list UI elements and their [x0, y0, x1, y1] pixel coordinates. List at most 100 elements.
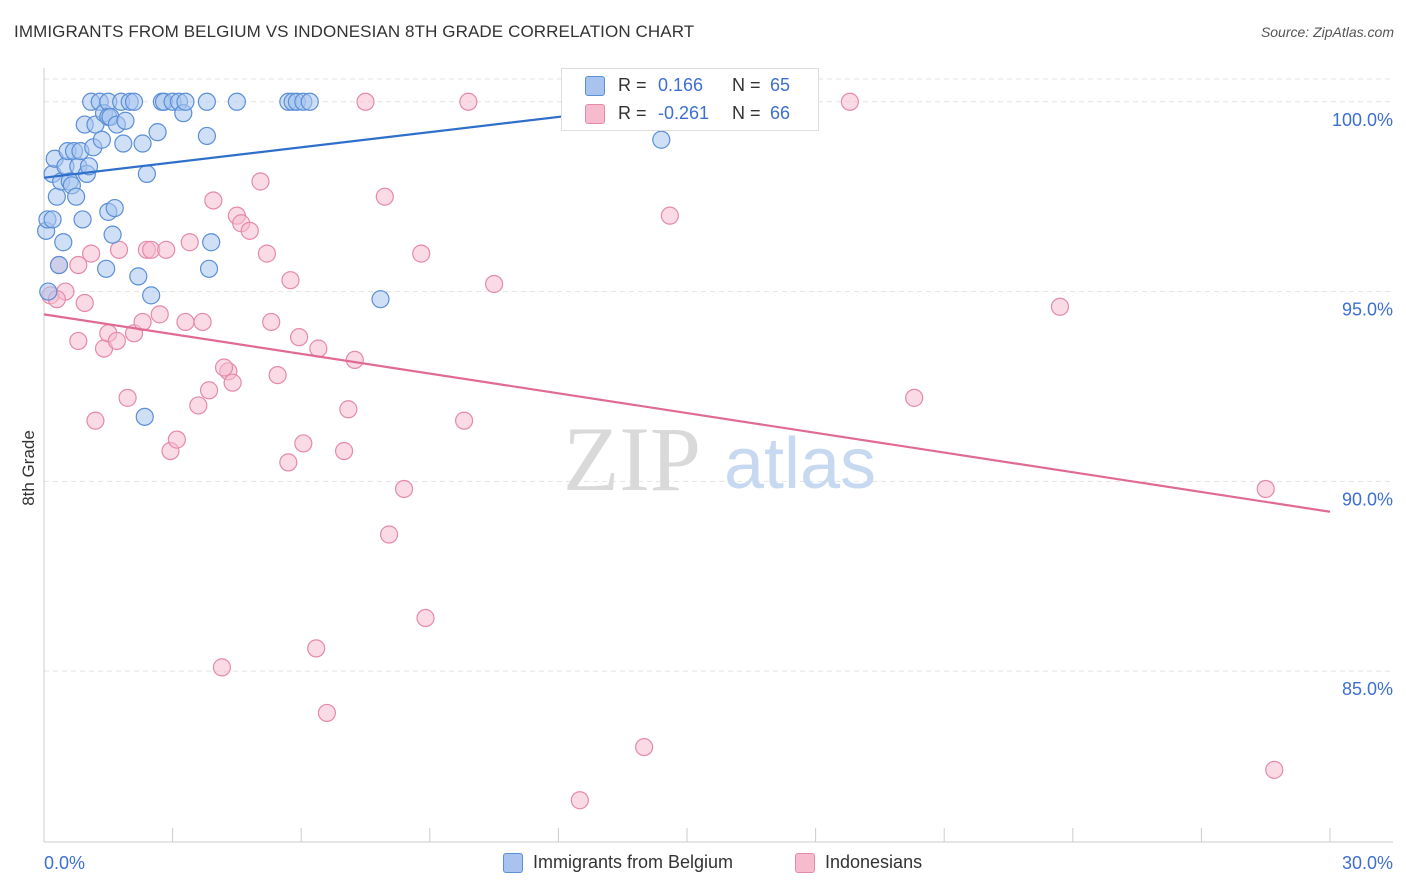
- data-point: [137, 164, 156, 184]
- data-point: [300, 92, 319, 111]
- data-point: [227, 92, 246, 111]
- data-point: [307, 639, 326, 658]
- legend-swatch-pink: [585, 104, 605, 124]
- data-point: [334, 441, 354, 461]
- data-point: [412, 244, 431, 263]
- chart-title: IMMIGRANTS FROM BELGIUM VS INDONESIAN 8T…: [14, 22, 695, 41]
- r-value: 0.166: [658, 75, 704, 95]
- data-point: [193, 312, 212, 332]
- data-point: [289, 328, 309, 347]
- data-point: [118, 388, 137, 407]
- watermark: ZIP atlas: [563, 408, 876, 510]
- data-point: [454, 411, 474, 430]
- data-point: [73, 210, 92, 229]
- data-point: [69, 331, 88, 351]
- watermark-zip: ZIP: [563, 408, 701, 510]
- data-point: [47, 187, 66, 206]
- data-point: [251, 172, 270, 191]
- data-point: [79, 157, 99, 176]
- data-point: [257, 244, 277, 263]
- r-value: -0.261: [658, 103, 710, 123]
- data-point: [82, 244, 101, 263]
- data-point: [109, 240, 129, 259]
- data-point: [197, 126, 216, 146]
- data-point: [1256, 479, 1275, 499]
- data-point: [214, 358, 234, 377]
- legend-label: Immigrants from Belgium: [533, 852, 734, 872]
- data-point: [339, 400, 358, 419]
- data-point: [49, 255, 69, 275]
- y-tick-label: 95.0%: [1342, 300, 1393, 320]
- data-point: [69, 255, 88, 275]
- axes: [43, 68, 1393, 843]
- data-point: [97, 259, 116, 278]
- n-label: N =: [732, 103, 761, 123]
- data-point: [43, 210, 62, 229]
- legend-item-indonesians[interactable]: Indonesians: [795, 852, 922, 873]
- series-legend: Immigrants from Belgium Indonesians: [0, 852, 1406, 878]
- tick-labels: 85.0% 90.0% 95.0% 100.0% 0.0% 30.0%: [44, 110, 1393, 873]
- data-point: [124, 92, 144, 111]
- data-point: [180, 233, 199, 252]
- n-value: 66: [770, 103, 791, 123]
- data-point: [105, 198, 124, 218]
- data-point: [1265, 760, 1284, 779]
- data-point: [133, 134, 152, 153]
- series-indonesians-points: [41, 92, 1284, 810]
- trend-line-pink: [43, 313, 1331, 513]
- data-point: [199, 381, 219, 400]
- watermark-atlas: atlas: [724, 424, 876, 504]
- data-point: [157, 240, 176, 259]
- data-point: [39, 282, 58, 301]
- data-point: [204, 191, 223, 210]
- n-label: N =: [732, 75, 761, 95]
- data-point: [660, 206, 679, 225]
- y-tick-label: 90.0%: [1342, 489, 1393, 509]
- data-point: [67, 187, 86, 206]
- legend-swatch-blue: [503, 852, 523, 873]
- data-point: [268, 365, 287, 385]
- data-point: [635, 737, 654, 757]
- data-point: [197, 92, 216, 111]
- data-point: [54, 233, 73, 252]
- stats-legend: R = 0.166 N = 65 R = -0.261 N = 66: [561, 68, 819, 131]
- r-label: R =: [618, 103, 647, 123]
- data-point: [840, 92, 859, 111]
- data-point: [459, 92, 478, 111]
- data-point: [279, 453, 298, 472]
- grid-lines: [44, 78, 1393, 672]
- data-point: [212, 658, 231, 677]
- x-tick-label-max: 30.0%: [1342, 853, 1393, 873]
- n-value: 65: [770, 75, 791, 95]
- data-point: [199, 259, 219, 278]
- data-point: [150, 305, 169, 324]
- data-point: [379, 525, 399, 544]
- y-tick-label: 100.0%: [1332, 110, 1393, 130]
- data-point: [135, 407, 154, 426]
- data-point: [416, 608, 435, 628]
- y-tick-label: 85.0%: [1342, 679, 1393, 699]
- data-point: [103, 225, 122, 244]
- legend-item-belgium[interactable]: Immigrants from Belgium: [503, 852, 733, 873]
- data-point: [92, 130, 111, 149]
- legend-swatch-pink: [795, 852, 815, 873]
- data-point: [129, 267, 148, 286]
- data-point: [281, 271, 300, 290]
- data-point: [371, 290, 390, 309]
- data-point: [356, 92, 375, 111]
- data-point: [485, 274, 504, 294]
- data-point: [375, 187, 394, 206]
- data-point: [652, 130, 671, 149]
- data-point: [176, 312, 195, 332]
- data-point: [167, 430, 186, 449]
- data-point: [75, 293, 94, 313]
- data-point: [345, 350, 364, 370]
- r-label: R =: [618, 75, 647, 95]
- data-point: [148, 123, 167, 142]
- data-point: [142, 286, 161, 305]
- source-label: Source: ZipAtlas.com: [1260, 24, 1394, 40]
- data-point: [1050, 297, 1070, 316]
- data-point: [240, 221, 259, 240]
- data-point: [317, 703, 337, 723]
